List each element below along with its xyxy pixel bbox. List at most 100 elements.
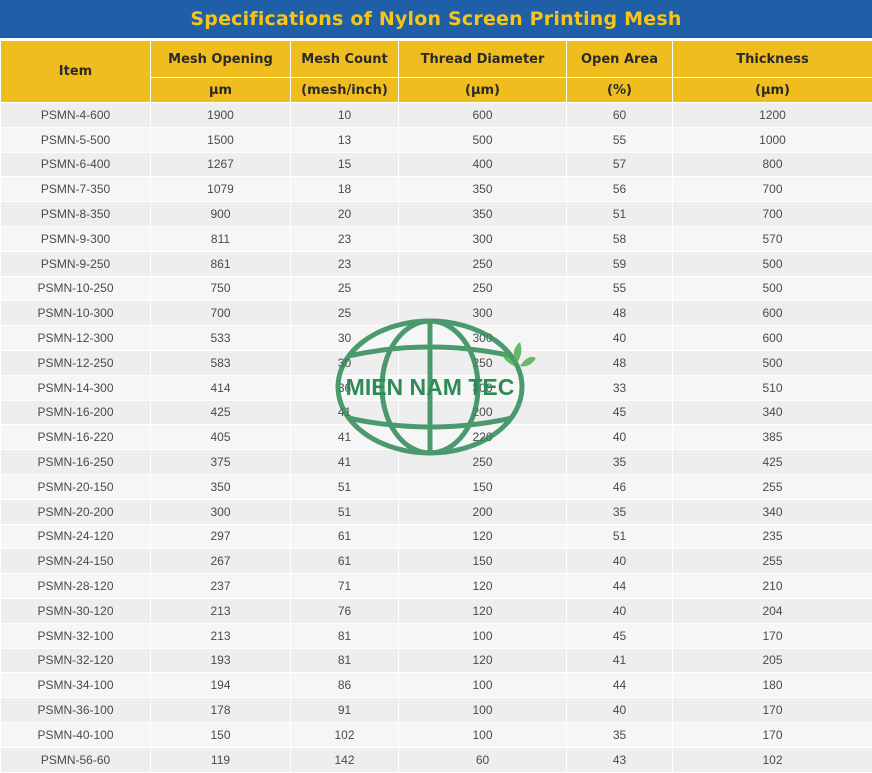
cell-item: PSMN-30-120 bbox=[1, 598, 151, 623]
page-title: Specifications of Nylon Screen Printing … bbox=[190, 8, 681, 30]
cell-thickness: 205 bbox=[673, 648, 872, 673]
cell-item: PSMN-10-300 bbox=[1, 301, 151, 326]
cell-open-area: 59 bbox=[567, 251, 673, 276]
cell-thread-diameter: 100 bbox=[399, 673, 567, 698]
cell-thickness: 600 bbox=[673, 301, 872, 326]
cell-mesh-count: 25 bbox=[291, 276, 399, 301]
cell-mesh-opening: 1267 bbox=[151, 152, 291, 177]
cell-item: PSMN-24-150 bbox=[1, 549, 151, 574]
cell-mesh-count: 18 bbox=[291, 177, 399, 202]
cell-open-area: 57 bbox=[567, 152, 673, 177]
cell-thread-diameter: 300 bbox=[399, 301, 567, 326]
cell-mesh-opening: 213 bbox=[151, 598, 291, 623]
cell-mesh-opening: 533 bbox=[151, 326, 291, 351]
header-item: Item bbox=[1, 41, 151, 103]
cell-thread-diameter: 120 bbox=[399, 574, 567, 599]
cell-thickness: 700 bbox=[673, 177, 872, 202]
cell-open-area: 41 bbox=[567, 648, 673, 673]
cell-thickness: 170 bbox=[673, 698, 872, 723]
cell-item: PSMN-5-500 bbox=[1, 127, 151, 152]
cell-mesh-opening: 300 bbox=[151, 499, 291, 524]
cell-item: PSMN-34-100 bbox=[1, 673, 151, 698]
cell-thickness: 425 bbox=[673, 450, 872, 475]
cell-thread-diameter: 200 bbox=[399, 499, 567, 524]
cell-thickness: 180 bbox=[673, 673, 872, 698]
cell-thread-diameter: 100 bbox=[399, 698, 567, 723]
cell-mesh-count: 81 bbox=[291, 648, 399, 673]
cell-mesh-opening: 700 bbox=[151, 301, 291, 326]
cell-thread-diameter: 300 bbox=[399, 326, 567, 351]
cell-thread-diameter: 150 bbox=[399, 549, 567, 574]
cell-open-area: 33 bbox=[567, 375, 673, 400]
cell-thickness: 170 bbox=[673, 623, 872, 648]
header-thickness: Thickness bbox=[673, 41, 872, 78]
cell-item: PSMN-24-120 bbox=[1, 524, 151, 549]
cell-item: PSMN-6-400 bbox=[1, 152, 151, 177]
cell-open-area: 45 bbox=[567, 400, 673, 425]
title-bar: Specifications of Nylon Screen Printing … bbox=[0, 0, 872, 38]
cell-mesh-count: 51 bbox=[291, 499, 399, 524]
cell-item: PSMN-20-200 bbox=[1, 499, 151, 524]
cell-open-area: 35 bbox=[567, 450, 673, 475]
cell-item: PSMN-16-200 bbox=[1, 400, 151, 425]
cell-open-area: 55 bbox=[567, 127, 673, 152]
cell-mesh-count: 30 bbox=[291, 326, 399, 351]
cell-thread-diameter: 100 bbox=[399, 722, 567, 747]
cell-mesh-opening: 1079 bbox=[151, 177, 291, 202]
cell-open-area: 45 bbox=[567, 623, 673, 648]
cell-open-area: 51 bbox=[567, 202, 673, 227]
cell-thread-diameter: 350 bbox=[399, 177, 567, 202]
cell-mesh-opening: 1500 bbox=[151, 127, 291, 152]
cell-thread-diameter: 120 bbox=[399, 598, 567, 623]
cell-mesh-opening: 150 bbox=[151, 722, 291, 747]
cell-mesh-count: 23 bbox=[291, 251, 399, 276]
cell-open-area: 48 bbox=[567, 350, 673, 375]
cell-thread-diameter: 250 bbox=[399, 450, 567, 475]
cell-item: PSMN-10-250 bbox=[1, 276, 151, 301]
cell-mesh-count: 23 bbox=[291, 226, 399, 251]
cell-thread-diameter: 300 bbox=[399, 226, 567, 251]
header-open-area: Open Area bbox=[567, 41, 673, 78]
cell-mesh-count: 86 bbox=[291, 673, 399, 698]
cell-open-area: 56 bbox=[567, 177, 673, 202]
cell-item: PSMN-8-350 bbox=[1, 202, 151, 227]
cell-thickness: 1000 bbox=[673, 127, 872, 152]
cell-mesh-count: 10 bbox=[291, 103, 399, 128]
header-mesh-count: Mesh Count bbox=[291, 41, 399, 78]
cell-mesh-count: 13 bbox=[291, 127, 399, 152]
cell-mesh-opening: 405 bbox=[151, 425, 291, 450]
cell-thickness: 255 bbox=[673, 474, 872, 499]
cell-mesh-opening: 425 bbox=[151, 400, 291, 425]
cell-thread-diameter: 350 bbox=[399, 202, 567, 227]
cell-thread-diameter: 300 bbox=[399, 375, 567, 400]
cell-thickness: 700 bbox=[673, 202, 872, 227]
cell-open-area: 44 bbox=[567, 673, 673, 698]
unit-open-area: (%) bbox=[567, 78, 673, 103]
cell-item: PSMN-16-250 bbox=[1, 450, 151, 475]
cell-mesh-count: 15 bbox=[291, 152, 399, 177]
cell-item: PSMN-36-100 bbox=[1, 698, 151, 723]
cell-item: PSMN-20-150 bbox=[1, 474, 151, 499]
cell-open-area: 58 bbox=[567, 226, 673, 251]
cell-thickness: 510 bbox=[673, 375, 872, 400]
cell-mesh-opening: 213 bbox=[151, 623, 291, 648]
cell-thickness: 340 bbox=[673, 499, 872, 524]
cell-mesh-count: 76 bbox=[291, 598, 399, 623]
cell-thread-diameter: 500 bbox=[399, 127, 567, 152]
cell-mesh-count: 20 bbox=[291, 202, 399, 227]
cell-mesh-opening: 583 bbox=[151, 350, 291, 375]
